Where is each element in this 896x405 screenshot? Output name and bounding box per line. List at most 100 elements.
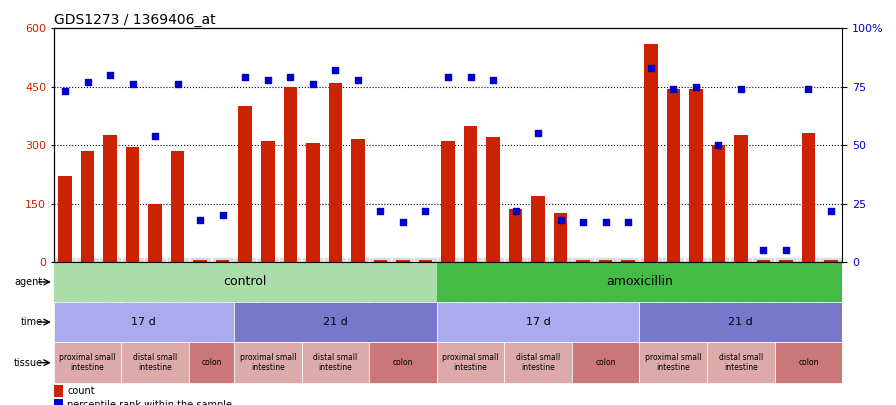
Text: count: count xyxy=(67,386,95,396)
Point xyxy=(756,247,771,254)
Bar xyxy=(667,89,680,262)
Bar xyxy=(707,342,775,383)
Point xyxy=(328,67,342,74)
Bar xyxy=(572,342,640,383)
Point xyxy=(801,86,815,92)
Bar xyxy=(216,260,229,262)
Text: agent: agent xyxy=(14,277,42,287)
Bar xyxy=(81,151,94,262)
Bar xyxy=(234,302,436,342)
Point xyxy=(396,219,410,226)
Bar xyxy=(734,135,747,262)
Bar xyxy=(351,139,365,262)
Text: distal small
intestine: distal small intestine xyxy=(516,353,560,372)
Point xyxy=(148,132,162,139)
Point xyxy=(283,74,297,81)
Text: proximal small
intestine: proximal small intestine xyxy=(239,353,296,372)
Point xyxy=(554,217,568,223)
Text: distal small
intestine: distal small intestine xyxy=(133,353,177,372)
Bar xyxy=(238,106,252,262)
Bar xyxy=(54,302,234,342)
Point xyxy=(374,207,388,214)
Bar xyxy=(374,260,387,262)
Bar xyxy=(824,260,838,262)
Bar xyxy=(234,342,302,383)
Bar xyxy=(58,176,72,262)
Point xyxy=(576,219,590,226)
Bar xyxy=(802,133,815,262)
Bar xyxy=(436,302,640,342)
Bar xyxy=(775,342,842,383)
Bar xyxy=(54,399,63,405)
Point xyxy=(261,77,275,83)
Point xyxy=(238,74,253,81)
Bar xyxy=(504,342,572,383)
Bar xyxy=(121,342,189,383)
Bar xyxy=(576,260,590,262)
Point xyxy=(689,83,703,90)
Bar xyxy=(194,260,207,262)
Bar xyxy=(103,135,116,262)
Bar xyxy=(54,385,63,397)
Point xyxy=(216,212,230,218)
Bar xyxy=(369,342,436,383)
Text: amoxicillin: amoxicillin xyxy=(606,275,673,288)
Bar xyxy=(54,342,121,383)
Point xyxy=(823,207,838,214)
Bar xyxy=(189,342,234,383)
Text: control: control xyxy=(224,275,267,288)
Bar xyxy=(509,209,522,262)
Point xyxy=(779,247,793,254)
Bar xyxy=(711,145,725,262)
Point xyxy=(643,65,658,71)
Text: proximal small
intestine: proximal small intestine xyxy=(645,353,702,372)
Point xyxy=(350,77,365,83)
Point xyxy=(125,81,140,87)
Bar xyxy=(622,260,635,262)
Point xyxy=(711,142,726,148)
Bar xyxy=(441,141,455,262)
Point xyxy=(170,81,185,87)
Text: colon: colon xyxy=(392,358,413,367)
Point xyxy=(531,130,546,136)
Point xyxy=(734,86,748,92)
Text: percentile rank within the sample: percentile rank within the sample xyxy=(67,400,232,405)
Bar xyxy=(487,137,500,262)
Bar xyxy=(302,342,369,383)
Text: colon: colon xyxy=(596,358,616,367)
Bar xyxy=(780,260,793,262)
Point xyxy=(621,219,635,226)
Point xyxy=(306,81,320,87)
Point xyxy=(666,86,680,92)
Bar xyxy=(436,262,842,302)
Text: 17 d: 17 d xyxy=(526,317,550,327)
Bar xyxy=(171,151,185,262)
Bar xyxy=(418,260,432,262)
Text: proximal small
intestine: proximal small intestine xyxy=(443,353,499,372)
Point xyxy=(463,74,478,81)
Point xyxy=(418,207,433,214)
Bar xyxy=(599,260,613,262)
Text: 21 d: 21 d xyxy=(323,317,348,327)
Bar xyxy=(640,342,707,383)
Bar xyxy=(531,196,545,262)
Point xyxy=(508,207,522,214)
Point xyxy=(81,79,95,85)
Text: GDS1273 / 1369406_at: GDS1273 / 1369406_at xyxy=(54,13,215,27)
Point xyxy=(103,72,117,78)
Text: distal small
intestine: distal small intestine xyxy=(314,353,358,372)
Bar xyxy=(306,143,320,262)
Text: distal small
intestine: distal small intestine xyxy=(719,353,763,372)
Point xyxy=(58,88,73,95)
Bar xyxy=(283,87,297,262)
Point xyxy=(599,219,613,226)
Bar xyxy=(261,141,274,262)
Bar xyxy=(554,213,567,262)
Point xyxy=(193,217,207,223)
Text: 17 d: 17 d xyxy=(132,317,156,327)
Bar xyxy=(756,260,771,262)
Bar xyxy=(396,260,409,262)
Bar xyxy=(640,302,842,342)
Text: tissue: tissue xyxy=(13,358,42,368)
Text: colon: colon xyxy=(202,358,221,367)
